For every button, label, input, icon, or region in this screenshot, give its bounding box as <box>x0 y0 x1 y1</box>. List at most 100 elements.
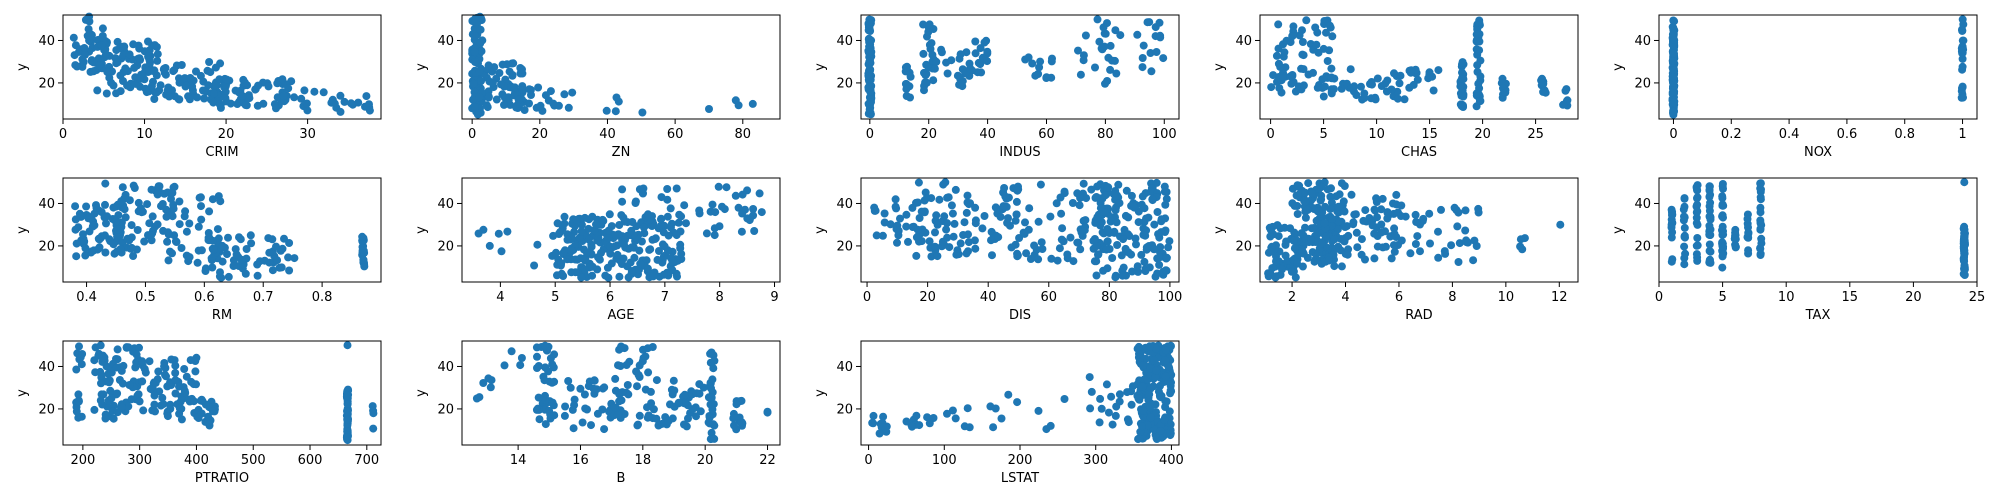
data-point <box>1756 219 1765 227</box>
data-point <box>593 409 602 418</box>
data-point <box>958 82 967 91</box>
data-point <box>1413 75 1422 84</box>
data-point <box>628 243 636 252</box>
data-point <box>1141 189 1150 198</box>
x-tick-label: 9 <box>770 290 778 305</box>
data-point <box>633 382 641 391</box>
data-point <box>1046 421 1055 430</box>
data-point <box>85 36 94 45</box>
data-point <box>643 264 652 273</box>
data-point <box>924 63 933 72</box>
data-point <box>259 99 268 108</box>
data-point <box>197 395 206 404</box>
data-point <box>1156 393 1165 402</box>
data-point <box>932 211 941 220</box>
data-point <box>205 207 214 216</box>
data-point <box>631 199 640 207</box>
data-point <box>680 201 689 210</box>
data-point <box>947 201 956 210</box>
data-point <box>1004 214 1012 223</box>
data-point <box>77 412 86 421</box>
data-point <box>1125 232 1134 240</box>
data-point <box>1693 241 1702 250</box>
data-point <box>1669 66 1678 75</box>
data-point <box>566 383 575 392</box>
y-axis-label: y <box>15 226 30 234</box>
data-point <box>568 88 577 97</box>
data-point <box>71 225 80 234</box>
data-point <box>1141 267 1150 275</box>
data-point <box>218 241 227 250</box>
data-point <box>599 216 608 225</box>
data-point <box>1096 394 1105 403</box>
data-point <box>516 361 525 370</box>
data-point <box>236 235 245 244</box>
data-point <box>913 225 922 234</box>
data-point <box>469 79 478 88</box>
data-point <box>564 377 573 385</box>
data-points <box>870 178 1174 282</box>
data-point <box>1472 89 1481 98</box>
data-point <box>239 75 248 84</box>
data-point <box>1160 187 1169 196</box>
data-point <box>1455 239 1464 248</box>
data-point <box>1121 244 1130 253</box>
x-tick-label: 0.6 <box>1837 127 1858 142</box>
data-point <box>151 378 160 387</box>
y-tick-label: 40 <box>836 34 853 49</box>
data-point <box>498 60 507 69</box>
data-point <box>1055 244 1064 253</box>
data-point <box>91 343 100 352</box>
data-point <box>1110 228 1119 237</box>
data-point <box>200 94 209 103</box>
data-point <box>1034 406 1043 415</box>
data-point <box>627 226 636 235</box>
data-point <box>541 91 550 100</box>
data-point <box>1395 79 1404 88</box>
data-point <box>1013 186 1022 195</box>
data-point <box>1024 53 1033 62</box>
data-point <box>365 100 373 109</box>
data-point <box>369 424 378 433</box>
data-point <box>297 94 306 103</box>
data-point <box>1074 238 1083 247</box>
data-point <box>212 81 221 90</box>
data-point <box>983 47 992 56</box>
data-point <box>1325 21 1334 30</box>
data-point <box>1693 234 1702 242</box>
data-point <box>1037 238 1046 247</box>
y-tick-label: 20 <box>1235 239 1252 254</box>
data-point <box>162 205 171 214</box>
data-point <box>1327 221 1336 230</box>
data-point <box>1440 247 1449 256</box>
data-point <box>1150 245 1159 254</box>
data-point <box>1119 263 1128 272</box>
data-point <box>659 270 668 279</box>
data-point <box>971 244 980 253</box>
data-point <box>875 429 884 438</box>
y-tick-label: 40 <box>1235 34 1252 49</box>
data-points <box>864 15 1168 119</box>
data-point <box>925 20 934 29</box>
data-point <box>711 208 720 217</box>
data-point <box>1309 68 1317 77</box>
data-point <box>222 97 231 106</box>
data-point <box>358 232 367 241</box>
x-tick-label: 16 <box>572 453 589 468</box>
data-point <box>1960 247 1969 256</box>
data-point <box>1397 212 1405 220</box>
data-point <box>1075 201 1084 210</box>
x-tick-label: 60 <box>1038 127 1055 142</box>
data-point <box>677 212 686 221</box>
data-point <box>865 48 874 57</box>
data-point <box>517 354 526 362</box>
data-point <box>193 258 202 267</box>
data-point <box>604 226 613 235</box>
data-point <box>1330 262 1339 271</box>
x-tick-label: 400 <box>1159 453 1184 468</box>
data-point <box>1059 237 1068 246</box>
data-point <box>140 237 149 246</box>
data-point <box>117 197 126 206</box>
data-point <box>84 214 93 223</box>
data-point <box>197 409 206 418</box>
